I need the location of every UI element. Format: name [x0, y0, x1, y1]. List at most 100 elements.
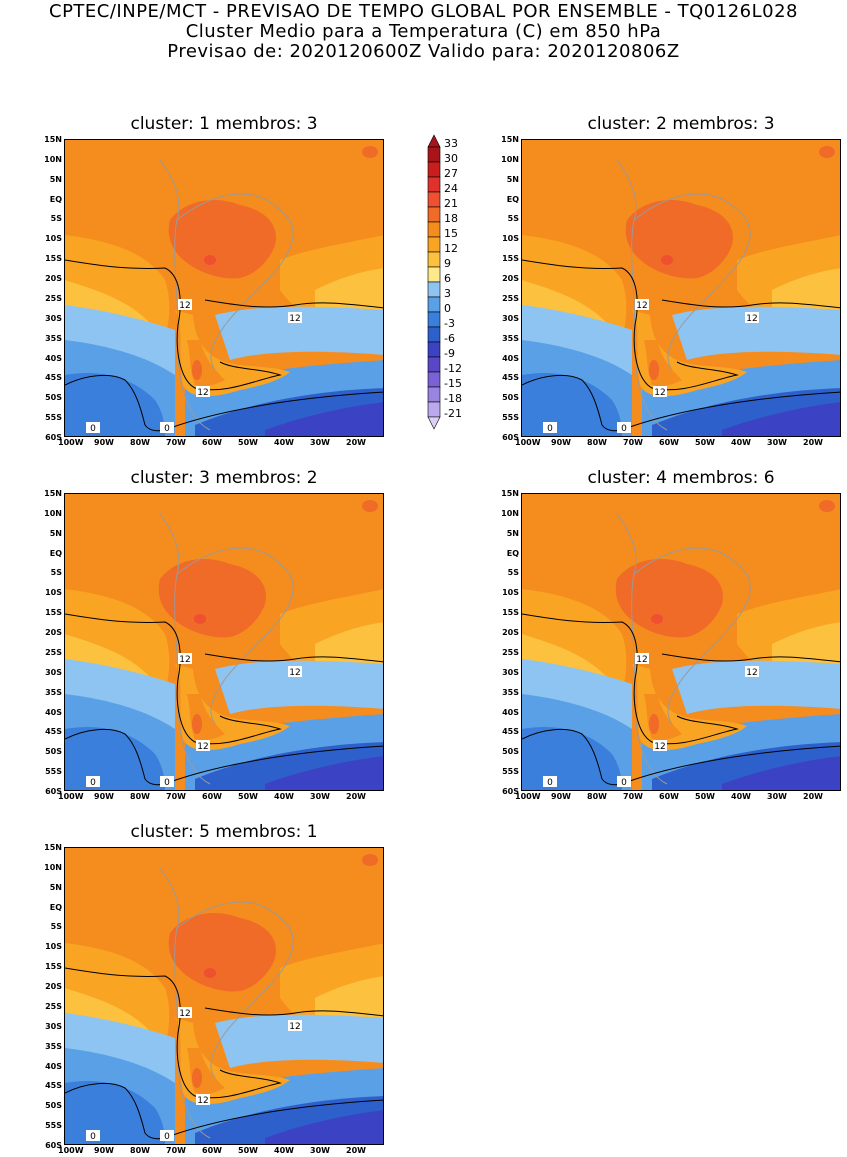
lat-tick-label: 30S	[45, 1021, 62, 1031]
lon-tick-label: 50W	[695, 438, 715, 447]
contour-0	[65, 1083, 383, 1140]
amazon-warm-core	[625, 200, 733, 279]
lon-tick-label: 40W	[274, 438, 294, 447]
patagonia-hotspot	[649, 360, 659, 380]
colorbar-swatch	[427, 371, 441, 388]
lon-tick-label: 100W	[58, 792, 84, 801]
svg-text:12: 12	[746, 668, 757, 678]
lat-tick-label: 15N	[44, 843, 62, 852]
colorbar-swatch	[427, 236, 441, 253]
contour-label: 0	[617, 776, 631, 788]
lon-tick-label: 20W	[803, 438, 823, 447]
lat-tick-label: 5S	[507, 568, 519, 578]
band-neg3-0	[65, 372, 165, 436]
lat-tick-label: 25S	[502, 293, 519, 303]
band-3-6-south-atl	[215, 660, 383, 714]
colorbar-swatch	[427, 326, 441, 343]
lat-tick-label: 30S	[502, 667, 519, 677]
svg-text:0: 0	[164, 1132, 170, 1142]
contour-label: 0	[86, 1130, 100, 1142]
header-line-2: Cluster Medio para a Temperatura (C) em …	[185, 21, 662, 42]
amazon-hotspot	[194, 614, 206, 624]
contour-label: 12	[288, 666, 302, 678]
lat-tick-label: 10N	[44, 154, 62, 164]
lon-tick-label: 20W	[346, 1146, 366, 1155]
svg-text:0: 0	[547, 778, 553, 788]
lat-tick-label: 20S	[502, 628, 519, 638]
colorbar-label: 0	[444, 302, 451, 315]
header-line-1: CPTEC/INPE/MCT - PREVISAO DE TEMPO GLOBA…	[49, 1, 798, 22]
colorbar-swatch	[427, 221, 441, 238]
lat-tick-label: 25S	[45, 647, 62, 657]
contour-label: 0	[543, 422, 557, 434]
map-svg: 12 12 12 0 0	[522, 494, 840, 790]
lat-tick-label: 40S	[45, 1061, 62, 1071]
lat-tick-label: 20S	[502, 274, 519, 284]
colorbar-label: 3	[444, 287, 451, 300]
lon-tick-label: 20W	[346, 438, 366, 447]
coastline	[159, 867, 294, 1139]
ne-warm-patch	[362, 854, 378, 866]
lat-tick-label: 5S	[50, 568, 62, 578]
amazon-hotspot	[661, 255, 673, 265]
lat-tick-label: 60S	[45, 787, 62, 796]
lat-tick-label: 5N	[49, 882, 62, 892]
lon-tick-label: 30W	[310, 438, 330, 447]
lat-tick-label: 10S	[502, 588, 519, 598]
lon-tick-label: 80W	[587, 792, 607, 801]
lat-tick-label: 35S	[502, 333, 519, 343]
colorbar-swatch	[427, 311, 441, 328]
lat-tick-label: 35S	[45, 687, 62, 697]
contour-label: 0	[86, 422, 100, 434]
lat-tick-label: 50S	[45, 393, 62, 403]
colorbar-label: 6	[444, 272, 451, 285]
contour-label: 12	[178, 653, 192, 665]
lat-tick-label: 15S	[45, 608, 62, 618]
colorbar-label: 30	[444, 152, 458, 165]
lat-tick-label: 25S	[502, 647, 519, 657]
svg-text:0: 0	[164, 778, 170, 788]
lon-tick-label: 70W	[623, 438, 643, 447]
patagonia-hotspot	[192, 360, 202, 380]
svg-text:12: 12	[179, 1009, 190, 1019]
patagonia-hotspot	[649, 714, 659, 734]
colorbar-swatch	[427, 296, 441, 313]
coastline	[616, 513, 751, 785]
colorbar-label: 21	[444, 197, 458, 210]
contour-label: 12	[745, 666, 759, 678]
lat-tick-label: 10N	[501, 154, 519, 164]
band-3-6-south-atl	[215, 1014, 383, 1068]
lat-tick-label: 10S	[45, 588, 62, 598]
map-svg: 12 12 12 0 0	[65, 140, 383, 436]
lat-tick-label: EQ	[49, 194, 62, 204]
colorbar-label: -18	[444, 392, 462, 405]
lon-tick-label: 40W	[274, 1146, 294, 1155]
colorbar: 33 30 27 24 21 18 15 12 9 6 3 0 -3 -6 -9 -12 -15 -18 -21	[424, 133, 484, 452]
panel-title: cluster: 1 membros: 3	[130, 114, 318, 134]
lon-tick-label: 80W	[587, 438, 607, 447]
contour-label: 12	[288, 312, 302, 324]
lon-tick-label: 70W	[623, 792, 643, 801]
lat-tick-label: 55S	[45, 413, 62, 423]
lat-tick-label: 15N	[44, 135, 62, 144]
lon-tick-label: 50W	[238, 792, 258, 801]
band-neg9-neg6	[265, 756, 383, 790]
svg-text:12: 12	[636, 655, 647, 665]
contour-0	[522, 729, 840, 786]
band-3-6-south-atl	[215, 306, 383, 360]
lon-tick-label: 70W	[166, 1146, 186, 1155]
colorbar-swatch	[427, 161, 441, 178]
svg-text:12: 12	[654, 742, 665, 752]
colorbar-swatch	[427, 206, 441, 223]
lat-tick-label: 45S	[45, 727, 62, 737]
lat-tick-label: 40S	[502, 353, 519, 363]
lat-tick-label: 60S	[502, 787, 519, 796]
lat-tick-label: 55S	[45, 1121, 62, 1131]
amazon-warm-core	[158, 559, 266, 638]
svg-text:12: 12	[636, 301, 647, 311]
contour-label: 12	[653, 386, 667, 398]
lon-tick-label: 20W	[346, 792, 366, 801]
lon-tick-label: 30W	[310, 1146, 330, 1155]
svg-text:0: 0	[90, 778, 96, 788]
